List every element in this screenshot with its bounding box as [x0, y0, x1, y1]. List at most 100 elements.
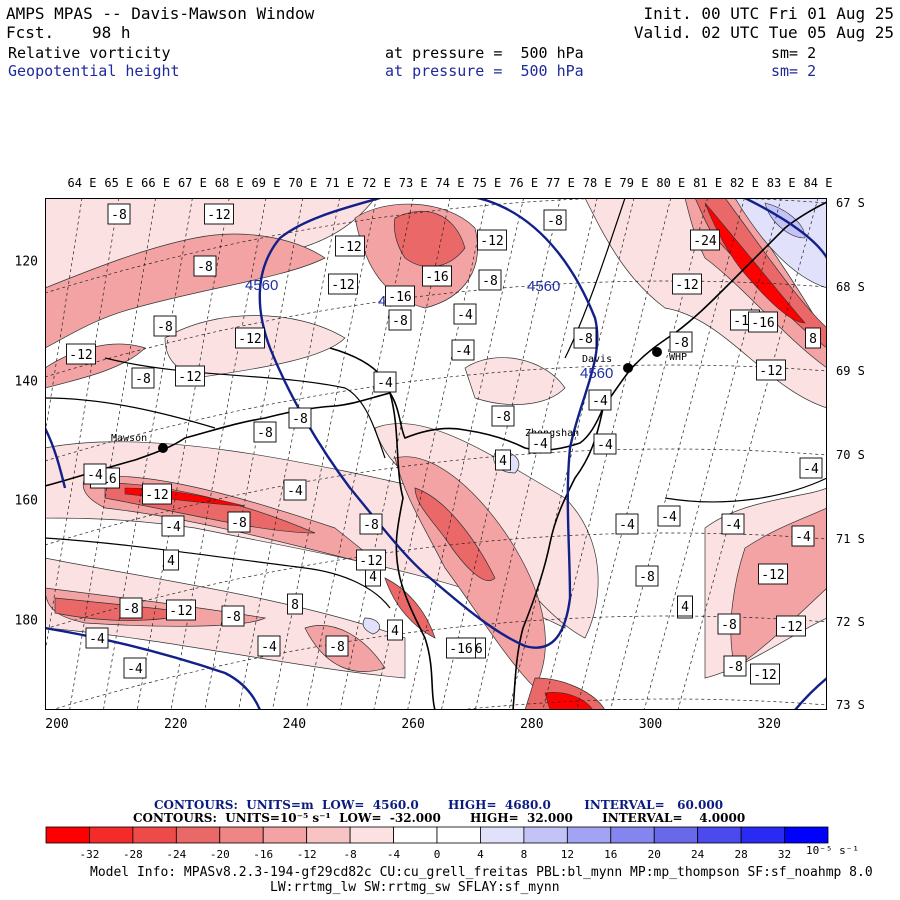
lon-label: 65 E	[104, 176, 134, 190]
vorticity-label: -12	[758, 563, 788, 585]
vorticity-label: -4	[161, 515, 185, 537]
svg-text:-16: -16	[388, 290, 411, 305]
colorbar-tick-label: -24	[166, 848, 187, 861]
svg-text:-4: -4	[795, 530, 811, 545]
colorbar-cell	[349, 826, 394, 844]
x-tick-label: 200	[45, 717, 69, 732]
model-info-line2: LW:rrtmg_lw SW:rrtmg_sw SFLAY:sf_mynn	[270, 880, 560, 895]
svg-text:-12: -12	[169, 604, 192, 619]
lon-label: 75 E	[472, 176, 502, 190]
svg-text:-8: -8	[727, 660, 743, 675]
svg-text:-12: -12	[331, 278, 354, 293]
y-tick-label: 160	[14, 493, 38, 509]
svg-text:-8: -8	[257, 426, 273, 441]
vorticity-label: 4	[163, 549, 179, 571]
vorticity-label: -12	[166, 599, 196, 621]
meridian-line	[576, 198, 708, 710]
svg-text:8: 8	[291, 598, 299, 613]
svg-text:-4: -4	[127, 662, 143, 677]
colorbar-cell	[132, 826, 177, 844]
station-marker	[652, 347, 662, 357]
svg-text:-4: -4	[457, 308, 473, 323]
vorticity-label: -4	[528, 432, 552, 454]
x-tick-label: 280	[520, 717, 544, 732]
svg-text:-4: -4	[89, 632, 105, 647]
svg-text:-8: -8	[135, 372, 151, 387]
lon-label: 82 E	[729, 176, 759, 190]
colorbar-cell	[523, 826, 568, 844]
colorbar-tick-label: 4	[477, 848, 484, 861]
inland-contours	[45, 198, 827, 609]
vorticity-label: -4	[83, 463, 107, 485]
colorbar-tick-label: 20	[647, 848, 661, 861]
forecast-label: Fcst.	[6, 23, 55, 42]
svg-text:-12: -12	[675, 278, 698, 293]
x-tick-label: 260	[401, 717, 425, 732]
colorbar-cell	[740, 826, 785, 844]
svg-text:-8: -8	[577, 332, 593, 347]
x-tick-label: 240	[282, 717, 307, 732]
colorbar-tick-label: 16	[604, 848, 618, 861]
vorticity-label: -8	[388, 309, 412, 331]
meridian-line	[441, 198, 561, 710]
svg-text:-4: -4	[725, 518, 741, 533]
svg-text:-8: -8	[111, 208, 127, 223]
field2-name: Geopotential height	[8, 62, 180, 80]
lat-label: 68 S	[836, 280, 865, 294]
vorticity-label: -12	[142, 483, 172, 505]
vorticity-contour-info: CONTOURS: UNITS=10⁻⁵ s⁻¹ LOW= -32.000 HI…	[133, 811, 746, 825]
colorbar-tick-label: -20	[209, 848, 230, 861]
vorticity-label: -12	[204, 203, 234, 225]
vorticity-label: -8	[359, 513, 383, 535]
svg-text:4: 4	[167, 554, 175, 569]
svg-text:-8: -8	[673, 336, 689, 351]
lon-label: 74 E	[435, 176, 465, 190]
svg-text:-8: -8	[547, 214, 563, 229]
x-tick-label: 320	[757, 717, 781, 732]
svg-text:-12: -12	[753, 668, 776, 683]
svg-text:-8: -8	[197, 260, 213, 275]
vorticity-label: -8	[543, 209, 567, 231]
meridian-line	[204, 198, 304, 710]
colorbar-cell	[89, 826, 134, 844]
vorticity-label: -8	[635, 565, 659, 587]
colorbar-tick-label: -8	[343, 848, 357, 861]
vorticity-label: -12	[66, 343, 96, 365]
meridian-line	[508, 198, 635, 710]
vorticity-label: -8	[723, 655, 747, 677]
meridian-line	[238, 198, 340, 710]
vorticity-label: -4	[588, 389, 612, 411]
parallel-line	[455, 698, 827, 710]
meridian-line	[474, 198, 598, 710]
svg-text:-8: -8	[123, 602, 139, 617]
field1-level: at pressure = 500 hPa	[385, 44, 584, 62]
station-label: Davis	[582, 354, 612, 365]
y-tick-label: 140	[14, 374, 38, 389]
meridian-line	[677, 198, 819, 710]
svg-text:-4: -4	[261, 640, 277, 655]
vorticity-label: -12	[335, 235, 365, 257]
colorbar-tick-label: -12	[296, 848, 317, 861]
colorbar-cell	[393, 826, 438, 844]
vorticity-label: -16	[422, 265, 452, 287]
parallel-line	[45, 448, 827, 546]
vorticity-label: -12	[672, 273, 702, 295]
meridian-line	[170, 198, 267, 710]
lat-label: 72 S	[836, 615, 865, 629]
lat-label: 67 S	[836, 196, 865, 210]
svg-text:-8: -8	[721, 618, 737, 633]
vorticity-label: -8	[131, 367, 155, 389]
svg-text:-16: -16	[449, 642, 472, 657]
vorticity-label: -8	[669, 331, 693, 353]
colorbar-tick-label: -32	[79, 848, 100, 861]
forecast-hour: 98 h	[92, 23, 131, 42]
lon-label: 79 E	[619, 176, 649, 190]
parallel-line	[45, 532, 827, 630]
colorbar-cell	[175, 826, 221, 844]
station-label: WHP	[669, 352, 687, 363]
vorticity-label: -8	[717, 613, 741, 635]
colorbar-cell	[45, 826, 90, 844]
x-tick-label: 300	[638, 717, 663, 732]
meridian-line	[643, 198, 782, 710]
